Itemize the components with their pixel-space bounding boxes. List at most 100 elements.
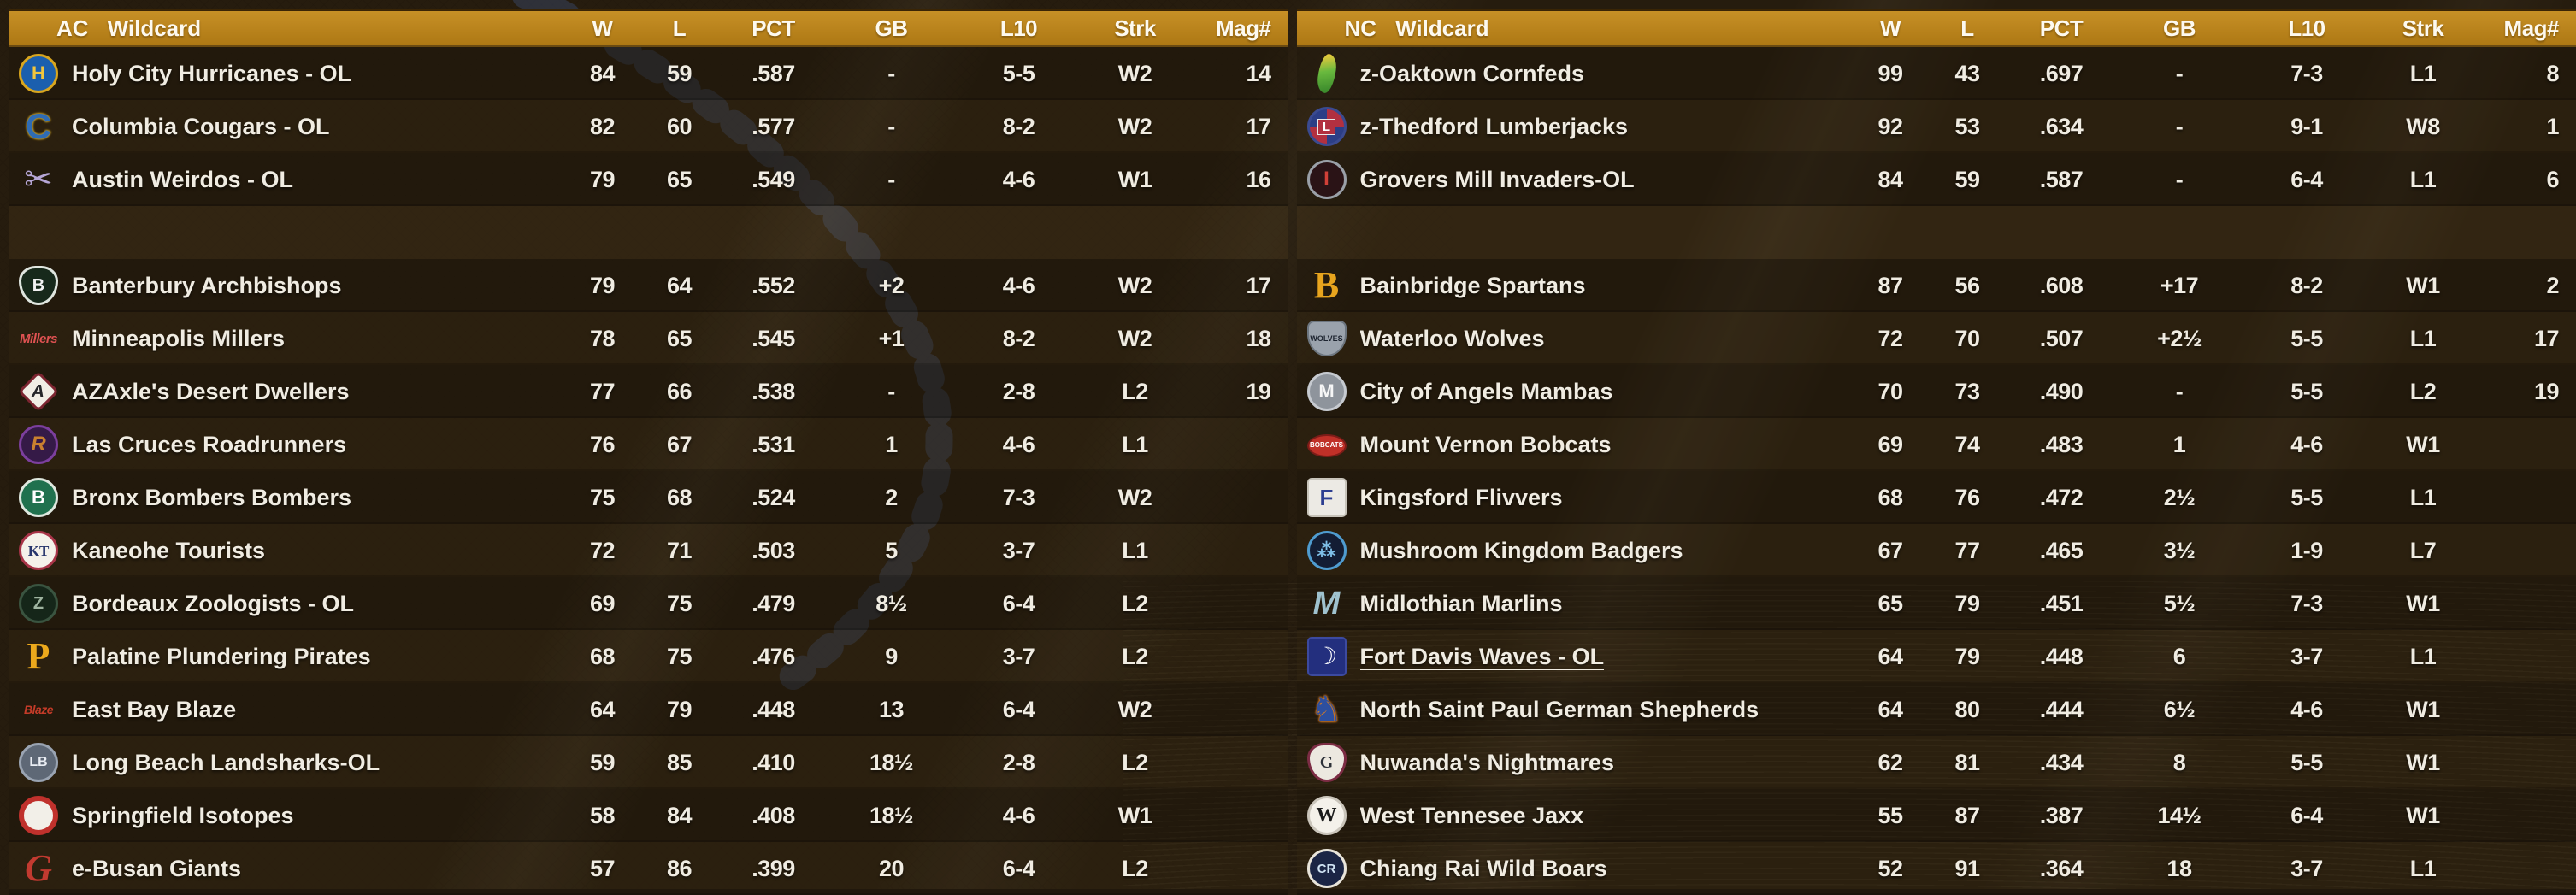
cell-pct: .444: [2007, 697, 2116, 723]
cell-pct: .507: [2007, 326, 2116, 352]
cell-l10: 6-4: [955, 856, 1083, 882]
cell-w: 57: [565, 856, 640, 882]
team-name[interactable]: Long Beach Landsharks-OL: [72, 750, 380, 776]
cell-strk: L2: [1083, 856, 1188, 882]
team-name[interactable]: AZAxle's Desert Dwellers: [72, 379, 350, 405]
team-name[interactable]: Bainbridge Spartans: [1360, 273, 1586, 299]
team-name[interactable]: Grovers Mill Invaders-OL: [1360, 167, 1635, 193]
team-name[interactable]: Holy City Hurricanes - OL: [72, 61, 351, 87]
austin-weirdos-logo: ✂: [19, 160, 58, 199]
team-name[interactable]: West Tennesee Jaxx: [1360, 803, 1584, 829]
team-cell: G Nuwanda's Nightmares: [1297, 743, 1854, 782]
team-name[interactable]: Bordeaux Zoologists - OL: [72, 591, 354, 617]
team-name[interactable]: Midlothian Marlins: [1360, 591, 1563, 617]
cell-pct: .465: [2007, 538, 2116, 564]
team-name[interactable]: East Bay Blaze: [72, 697, 236, 723]
cell-mag: 17: [1188, 114, 1288, 140]
team-name[interactable]: z-Thedford Lumberjacks: [1360, 114, 1629, 140]
team-name[interactable]: Mount Vernon Bobcats: [1360, 432, 1612, 458]
team-name[interactable]: Nuwanda's Nightmares: [1360, 750, 1615, 776]
cell-gb: 3½: [2116, 538, 2243, 564]
cell-gb: 8½: [828, 591, 955, 617]
team-name[interactable]: Mushroom Kingdom Badgers: [1360, 538, 1683, 564]
bainbridge-spartans-logo: B: [1307, 266, 1347, 305]
cell-mag: 18: [1188, 326, 1288, 352]
cell-l: 68: [640, 485, 719, 511]
team-logo-glyph: L: [1317, 119, 1335, 135]
cell-l: 74: [1928, 432, 2007, 458]
cell-l: 65: [640, 326, 719, 352]
cell-l: 53: [1928, 114, 2007, 140]
team-name[interactable]: Kingsford Flivvers: [1360, 485, 1563, 511]
conference-label: AC: [56, 15, 89, 42]
cell-pct: .483: [2007, 432, 2116, 458]
team-name[interactable]: Bronx Bombers Bombers: [72, 485, 351, 511]
cell-mag: 17: [1188, 273, 1288, 299]
team-name[interactable]: Minneapolis Millers: [72, 326, 285, 352]
team-name[interactable]: z-Oaktown Cornfeds: [1360, 61, 1585, 87]
cell-pct: .503: [719, 538, 828, 564]
team-name[interactable]: Austin Weirdos - OL: [72, 167, 293, 193]
team-name[interactable]: Columbia Cougars - OL: [72, 114, 330, 140]
team-name[interactable]: Banterbury Archbishops: [72, 273, 342, 299]
cell-gb: -: [828, 167, 955, 193]
cell-l10: 2-8: [955, 750, 1083, 776]
team-name[interactable]: Chiang Rai Wild Boars: [1360, 856, 1607, 882]
cell-w: 72: [1853, 326, 1928, 352]
team-name[interactable]: North Saint Paul German Shepherds: [1360, 697, 1760, 723]
cell-l10: 9-1: [2243, 114, 2371, 140]
team-name[interactable]: Waterloo Wolves: [1360, 326, 1545, 352]
team-logo-glyph: G: [1320, 754, 1334, 771]
team-name[interactable]: Palatine Plundering Pirates: [72, 644, 371, 670]
team-logo-glyph: Millers: [20, 333, 57, 345]
team-logo-glyph: ♞: [1311, 692, 1343, 727]
team-name[interactable]: Las Cruces Roadrunners: [72, 432, 346, 458]
cell-pct: .531: [719, 432, 828, 458]
team-name[interactable]: City of Angels Mambas: [1360, 379, 1613, 405]
cell-gb: -: [2116, 114, 2243, 140]
nuwandas-nightmares-logo: G: [1307, 743, 1347, 782]
team-name[interactable]: Fort Davis Waves - OL: [1360, 644, 1605, 670]
cell-pct: .476: [719, 644, 828, 670]
e-busan-giants-logo: G: [19, 849, 58, 888]
team-name[interactable]: e-Busan Giants: [72, 856, 241, 882]
cell-l10: 8-2: [2243, 273, 2371, 299]
team-name[interactable]: Springfield Isotopes: [72, 803, 294, 829]
col-header-strk: Strk: [2371, 15, 2475, 42]
grovers-mill-invaders-logo: I: [1307, 160, 1347, 199]
cell-l10: 5-5: [2243, 326, 2371, 352]
team-name[interactable]: Kaneohe Tourists: [72, 538, 265, 564]
cell-gb: -: [2116, 379, 2243, 405]
cell-l10: 8-2: [955, 114, 1083, 140]
